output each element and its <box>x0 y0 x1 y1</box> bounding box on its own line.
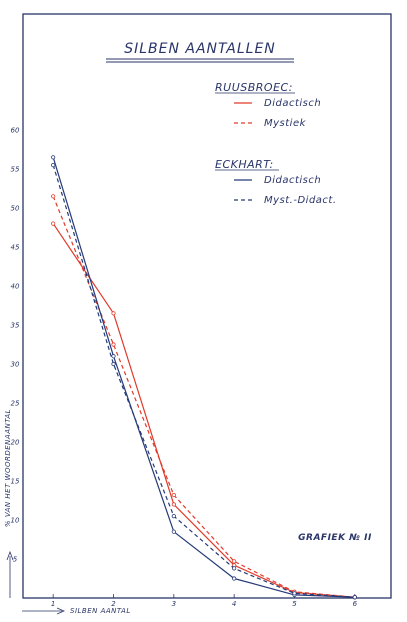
data-point-eckhart-myst-didact <box>171 513 176 519</box>
y-tick-label: 5 <box>13 556 18 564</box>
x-tick-label: 3 <box>172 600 176 608</box>
data-point-eckhart-myst-didact <box>292 591 297 596</box>
y-tick-label: 20 <box>11 439 20 447</box>
y-tick-label: 25 <box>11 400 20 408</box>
data-point-ruusbroec-mystiek <box>232 559 237 564</box>
data-point-eckhart-didactisch <box>171 529 176 534</box>
y-tick-label: 15 <box>11 478 20 486</box>
chart-title: SILBEN AANTALLEN <box>124 41 276 57</box>
grafiek-annotation: GRAFIEK № II <box>298 533 372 543</box>
legend-entry-label: Didactisch <box>264 175 321 186</box>
x-tick-label: 4 <box>232 600 236 608</box>
x-tick-label: 2 <box>111 600 116 608</box>
legend-entry-label: Myst.-Didact. <box>264 195 337 206</box>
series-line-ruusbroec-didactisch <box>52 223 355 598</box>
series-line-ruusbroec-mystiek <box>52 196 355 598</box>
data-point-eckhart-myst-didact <box>51 163 56 168</box>
data-point-eckhart-myst-didact <box>232 566 237 571</box>
legend-entry-label: Didactisch <box>264 98 321 109</box>
legend-group-title: RUUSBROEC: <box>215 81 293 94</box>
plot-lines <box>51 155 357 600</box>
y-tick-label: 55 <box>11 166 20 174</box>
data-point-ruusbroec-mystiek <box>111 342 116 347</box>
y-tick-label: 40 <box>11 283 20 291</box>
data-point-eckhart-didactisch <box>232 576 237 581</box>
data-point-eckhart-didactisch <box>51 155 56 160</box>
data-point-ruusbroec-mystiek <box>171 492 176 498</box>
x-tick-label: 6 <box>353 600 358 608</box>
series-line-eckhart-didactisch <box>52 157 355 598</box>
y-tick-label: 35 <box>11 322 20 330</box>
data-point-eckhart-didactisch <box>111 354 116 359</box>
y-tick-label: 50 <box>11 205 20 213</box>
x-axis: 1 2 3 4 5 6 <box>51 594 358 608</box>
data-point-eckhart-myst-didact <box>111 361 116 367</box>
legend-group-title: ECKHART: <box>215 158 274 171</box>
chart-title-group: SILBEN AANTALLEN <box>106 41 294 63</box>
y-axis-arrow-head <box>6 550 14 561</box>
x-tick-label: 1 <box>51 600 55 608</box>
data-point-eckhart-myst-didact <box>352 595 357 600</box>
y-axis-title: % VAN HET WOORDENAANTAL <box>4 409 12 527</box>
chart-frame <box>22 13 392 599</box>
legend: RUUSBROEC: Didactisch Mystiek ECKHART: Didac… <box>215 81 337 206</box>
y-tick-label: 30 <box>11 361 20 369</box>
x-axis-arrow-head <box>56 607 66 615</box>
y-tick-label: 45 <box>11 244 20 252</box>
data-point-ruusbroec-didactisch <box>111 311 116 316</box>
data-point-ruusbroec-mystiek <box>51 194 56 199</box>
x-axis-title-group: SILBEN AANTAL <box>22 607 131 615</box>
data-point-ruusbroec-didactisch <box>51 221 56 226</box>
series-line-eckhart-myst-didact <box>52 164 355 598</box>
x-axis-title: SILBEN AANTAL <box>70 607 131 615</box>
y-tick-label: 10 <box>11 517 20 525</box>
legend-entry-label: Mystiek <box>264 118 307 129</box>
y-tick-label: 60 <box>11 127 20 135</box>
y-axis: 5 10 15 20 25 30 35 40 45 50 55 60 <box>11 127 20 564</box>
y-axis-title-group: % VAN HET WOORDENAANTAL <box>4 409 14 598</box>
x-tick-label: 5 <box>292 600 297 608</box>
data-point-ruusbroec-didactisch <box>171 502 176 507</box>
